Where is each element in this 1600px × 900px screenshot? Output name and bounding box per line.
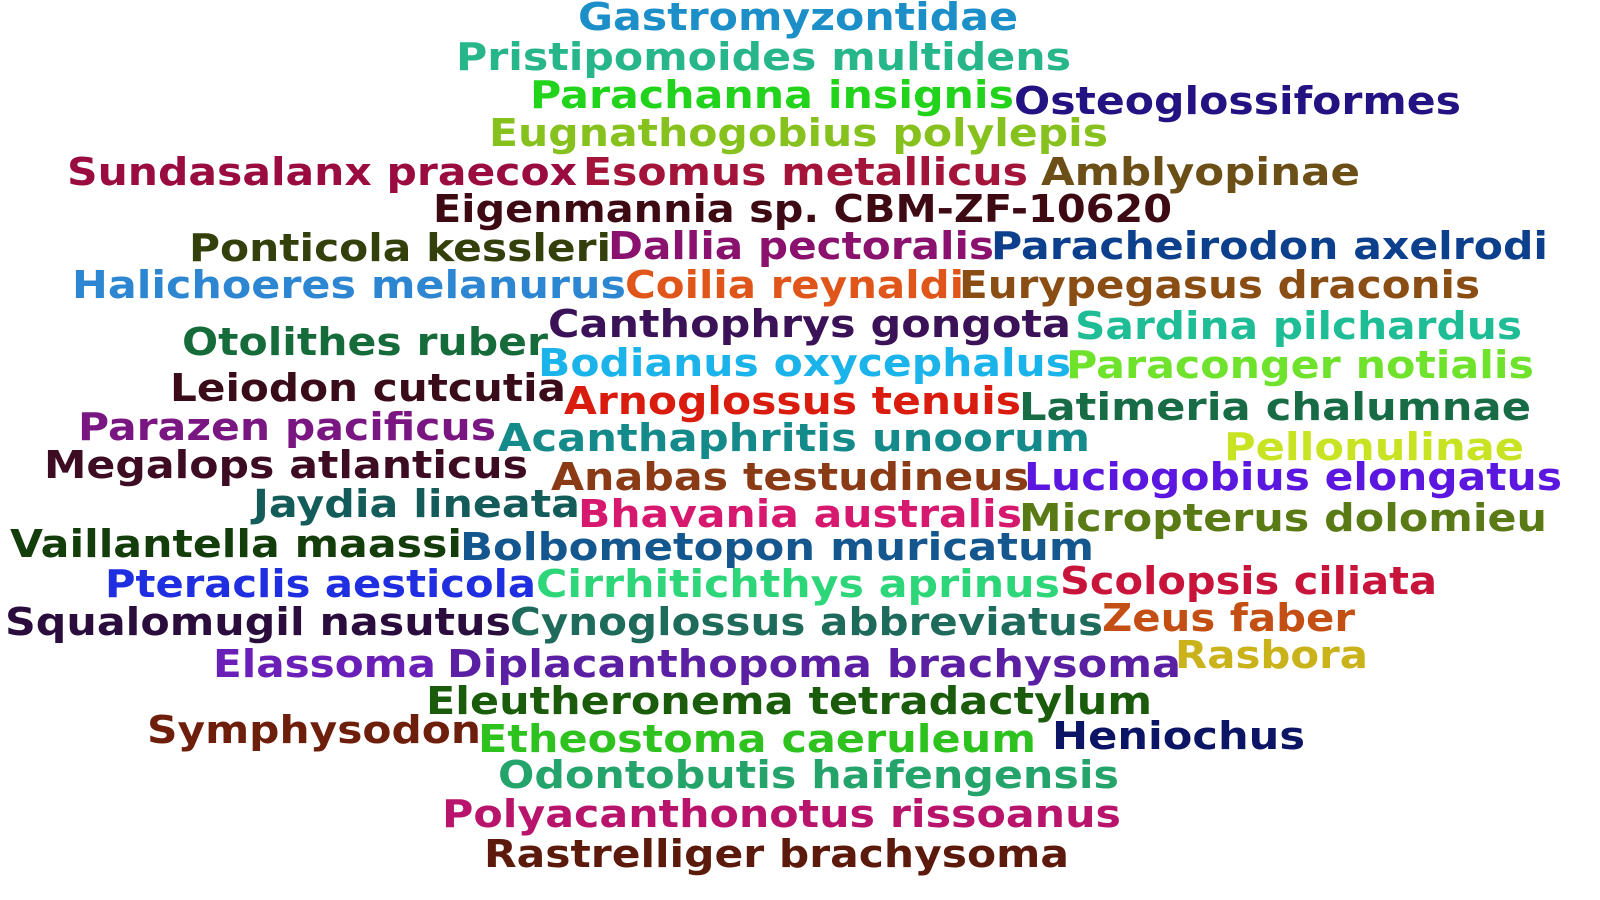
word-latimeria-chalumnae: Latimeria chalumnae [1019, 385, 1531, 429]
word-bolbometopon-muricatum: Bolbometopon muricatum [460, 525, 1094, 569]
word-odontobutis-haifengensis: Odontobutis haifengensis [498, 753, 1119, 797]
word-scolopsis-ciliata: Scolopsis ciliata [1060, 559, 1437, 603]
word-megalops-atlanticus: Megalops atlanticus [44, 443, 529, 487]
word-diplacanthopoma-brachysoma: Diplacanthopoma brachysoma [447, 642, 1182, 686]
word-sundasalanx-praecox: Sundasalanx praecox [67, 150, 578, 194]
word-symphysodon: Symphysodon [147, 708, 481, 752]
word-vaillantella-maassi: Vaillantella maassi [10, 522, 463, 566]
word-eugnathogobius-polylepis: Eugnathogobius polylepis [489, 111, 1109, 155]
word-anabas-testudineus: Anabas testudineus [551, 455, 1029, 499]
word-sardina-pilchardus: Sardina pilchardus [1075, 304, 1522, 348]
word-gastromyzontidae: Gastromyzontidae [578, 0, 1019, 39]
word-jaydia-lineata: Jaydia lineata [253, 482, 580, 526]
word-squalomugil-nasutus: Squalomugil nasutus [5, 600, 511, 644]
word-arnoglossus-tenuis: Arnoglossus tenuis [564, 379, 1022, 423]
word-cynoglossus-abbreviatus: Cynoglossus abbreviatus [510, 600, 1104, 644]
word-ponticola-kessleri: Ponticola kessleri [189, 226, 611, 270]
word-amblyopinae: Amblyopinae [1041, 150, 1360, 194]
word-eleutheronema-tetradactylum: Eleutheronema tetradactylum [426, 679, 1153, 723]
word-eigenmannia-sp-cbm-zf-10620: Eigenmannia sp. CBM-ZF-10620 [433, 187, 1173, 231]
word-paraconger-notialis: Paraconger notialis [1066, 343, 1535, 387]
word-rasbora: Rasbora [1175, 633, 1369, 677]
word-esomus-metallicus: Esomus metallicus [583, 150, 1028, 194]
word-parachanna-insignis: Parachanna insignis [530, 73, 1015, 117]
word-zeus-faber: Zeus faber [1102, 596, 1355, 640]
word-etheostoma-caeruleum: Etheostoma caeruleum [478, 717, 1037, 761]
word-canthophrys-gongota: Canthophrys gongota [548, 302, 1072, 346]
word-paracheirodon-axelrodi: Paracheirodon axelrodi [991, 224, 1548, 268]
word-otolithes-ruber: Otolithes ruber [182, 320, 548, 364]
word-cirrhitichthys-aprinus: Cirrhitichthys aprinus [536, 562, 1060, 606]
word-parazen-pacificus: Parazen pacificus [78, 405, 497, 449]
word-polyacanthonotus-rissoanus: Polyacanthonotus rissoanus [442, 792, 1121, 836]
word-rastrelliger-brachysoma: Rastrelliger brachysoma [484, 832, 1069, 876]
word-bodianus-oxycephalus: Bodianus oxycephalus [538, 341, 1072, 385]
word-pteraclis-aesticola: Pteraclis aesticola [105, 562, 536, 606]
word-bhavania-australis: Bhavania australis [578, 492, 1022, 536]
word-micropterus-dolomieu: Micropterus dolomieu [1019, 496, 1548, 540]
word-heniochus: Heniochus [1052, 714, 1305, 758]
word-leiodon-cutcutia: Leiodon cutcutia [170, 366, 566, 410]
word-eurypegasus-draconis: Eurypegasus draconis [959, 263, 1481, 307]
word-luciogobius-elongatus: Luciogobius elongatus [1024, 455, 1563, 499]
word-acanthaphritis-unoorum: Acanthaphritis unoorum [498, 416, 1091, 460]
word-dallia-pectoralis: Dallia pectoralis [608, 224, 995, 268]
word-elassoma: Elassoma [213, 642, 436, 686]
word-halichoeres-melanurus: Halichoeres melanurus [72, 263, 626, 307]
word-pellonulinae: Pellonulinae [1224, 425, 1524, 469]
word-osteoglossiformes: Osteoglossiformes [1014, 79, 1462, 123]
word-pristipomoides-multidens: Pristipomoides multidens [456, 35, 1072, 79]
word-coilia-reynaldi: Coilia reynaldi [625, 263, 965, 307]
